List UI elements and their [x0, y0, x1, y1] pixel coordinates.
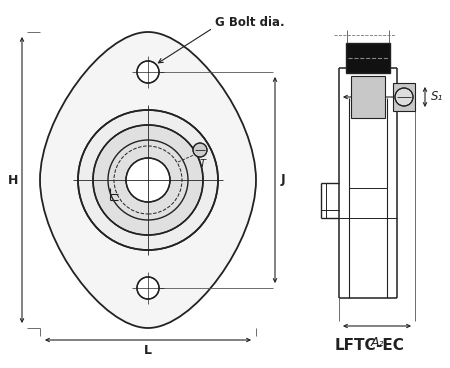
- Circle shape: [126, 158, 170, 202]
- Text: L: L: [144, 344, 152, 357]
- Bar: [393, 83, 415, 111]
- Circle shape: [93, 125, 203, 235]
- Text: S₁: S₁: [431, 91, 443, 103]
- Circle shape: [395, 88, 413, 106]
- Text: A₂: A₂: [370, 336, 384, 349]
- Circle shape: [137, 277, 159, 299]
- PathPatch shape: [40, 32, 256, 328]
- Circle shape: [193, 143, 207, 157]
- Circle shape: [137, 61, 159, 83]
- Bar: [351, 76, 385, 118]
- Text: G Bolt dia.: G Bolt dia.: [215, 17, 284, 29]
- Text: T: T: [200, 159, 206, 169]
- Text: J: J: [281, 173, 285, 187]
- Text: LFTC-EC: LFTC-EC: [335, 339, 405, 354]
- Circle shape: [78, 110, 218, 250]
- Text: B₂: B₂: [365, 82, 377, 92]
- Text: H: H: [8, 173, 18, 187]
- Bar: [346, 43, 390, 73]
